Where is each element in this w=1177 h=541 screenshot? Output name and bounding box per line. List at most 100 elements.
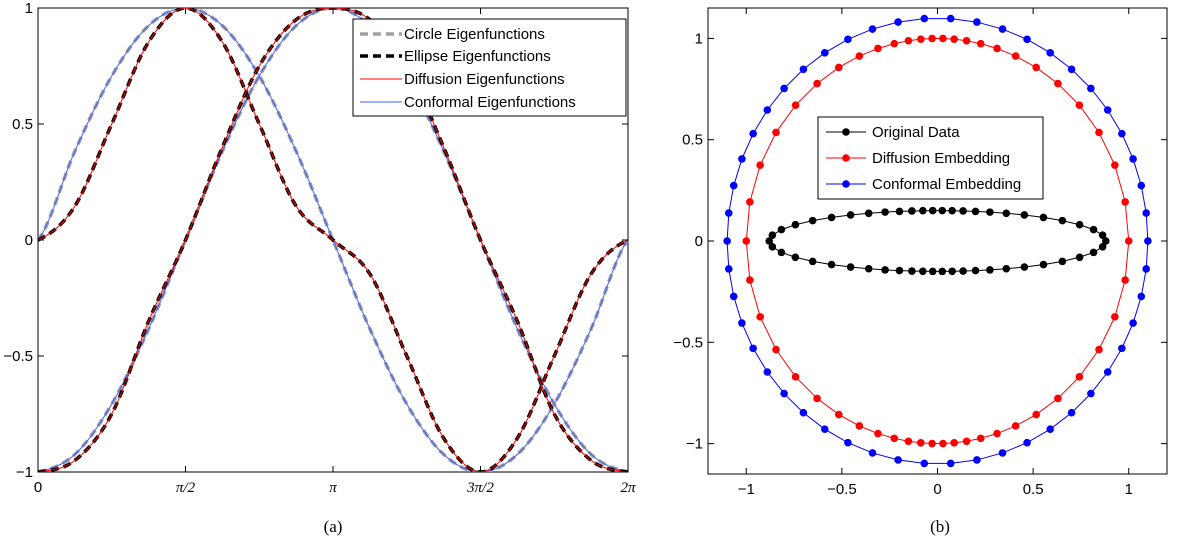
diffusion-embedding-point <box>1032 64 1040 72</box>
conformal-embedding-point <box>800 409 808 417</box>
diffusion-embedding-point <box>813 395 821 403</box>
conformal-embedding-point <box>973 456 981 464</box>
original-data-point <box>778 226 786 234</box>
original-data-point <box>881 208 889 216</box>
conformal-embedding-point <box>973 18 981 26</box>
conformal-embedding-point <box>725 265 733 273</box>
conformal-embedding-point <box>749 130 757 138</box>
legend-marker-diffusion-embedding <box>842 154 850 162</box>
original-data-point <box>847 211 855 219</box>
conformal-embedding-point <box>780 390 788 398</box>
diffusion-embedding-point <box>1121 198 1129 206</box>
original-data-point <box>929 268 937 276</box>
conformal-embedding-point <box>1068 65 1076 73</box>
original-data-point <box>972 267 980 275</box>
original-data-point <box>1040 261 1048 269</box>
conformal-embedding-point <box>1104 106 1112 114</box>
a-x-tick-label: 2π <box>620 480 636 496</box>
conformal-embedding-point <box>1104 368 1112 376</box>
conformal-embedding-point <box>999 449 1007 457</box>
b-y-tick-label: 0.5 <box>682 132 703 149</box>
diffusion-embedding-point <box>792 373 800 381</box>
conformal-embedding-point <box>1118 345 1126 353</box>
diffusion-embedding-point <box>950 35 958 43</box>
original-data-point <box>908 207 916 215</box>
diffusion-embedding-point <box>792 101 800 109</box>
conformal-embedding-point <box>1023 36 1031 44</box>
conformal-embedding-point <box>1046 425 1054 433</box>
original-data-point <box>919 207 927 215</box>
a-x-tick-label: π <box>329 480 337 496</box>
legend-label-original: Original Data <box>872 124 960 141</box>
diffusion-embedding-point <box>928 440 936 448</box>
a-y-tick-label: −0.5 <box>3 348 33 365</box>
original-data-point <box>828 261 836 269</box>
diffusion-embedding-point <box>993 430 1001 438</box>
b-y-tick-label: −0.5 <box>673 334 703 351</box>
diffusion-embedding-point <box>756 313 764 321</box>
diffusion-embedding-point <box>874 45 882 53</box>
a-x-tick-label: π/2 <box>176 480 196 496</box>
conformal-embedding-point <box>920 15 928 23</box>
conformal-embedding-point <box>1118 130 1126 138</box>
diffusion-embedding-point <box>856 422 864 430</box>
conformal-embedding-point <box>1137 182 1145 190</box>
panel-b-embedding-chart: −1 −0.5 0 0.5 1−1−0.500.51 Original Data Dif… <box>673 8 1167 536</box>
original-data-point <box>959 207 967 215</box>
diffusion-embedding-point <box>905 437 913 445</box>
a-y-tick-label: 1 <box>25 0 33 17</box>
original-data-point <box>938 268 946 276</box>
original-data-point <box>972 208 980 216</box>
diffusion-embedding-point <box>917 35 925 43</box>
caption-a: (a) <box>324 517 343 536</box>
conformal-embedding-point <box>730 293 738 301</box>
conformal-embedding-point <box>844 439 852 447</box>
conformal-embedding-point <box>1144 237 1152 245</box>
original-data-point <box>948 207 956 215</box>
legend-marker-conformal-embedding <box>842 180 850 188</box>
conformal-embedding-point <box>780 85 788 93</box>
conformal-embedding-point <box>869 449 877 457</box>
conformal-embedding-point <box>844 36 852 44</box>
original-data-point <box>929 207 937 215</box>
legend-marker-original <box>842 128 850 136</box>
original-data-point <box>881 266 889 274</box>
diffusion-embedding-point <box>890 435 898 443</box>
diffusion-embedding-point <box>874 430 882 438</box>
original-data-point <box>986 266 994 274</box>
original-data-point <box>792 221 800 229</box>
original-data-point <box>769 243 777 251</box>
caption-b: (b) <box>930 517 950 536</box>
conformal-embedding-point <box>800 65 808 73</box>
diffusion-embedding-point <box>746 198 754 206</box>
diffusion-embedding-point <box>1012 422 1020 430</box>
conformal-embedding-point <box>725 209 733 217</box>
diffusion-embedding-point <box>1095 346 1103 354</box>
legend-label-conformal-embedding: Conformal Embedding <box>872 176 1021 193</box>
conformal-embedding-point <box>764 368 772 376</box>
original-data-point <box>809 217 817 225</box>
panel-b-axes-frame <box>708 8 1167 474</box>
diffusion-embedding-point <box>1054 80 1062 88</box>
original-data-point <box>896 208 904 216</box>
conformal-embedding-point <box>1068 409 1076 417</box>
b-x-tick-label: 0.5 <box>1023 481 1044 498</box>
original-data-point <box>1090 249 1098 257</box>
a-y-tick-label: 0.5 <box>12 116 33 133</box>
diffusion-embedding-point <box>977 40 985 48</box>
diffusion-embedding-point <box>742 237 750 245</box>
b-x-tick-label: −0.5 <box>827 481 857 498</box>
diffusion-embedding-point <box>977 435 985 443</box>
original-data-point <box>865 265 873 273</box>
a-y-tick-label: 0 <box>25 232 33 249</box>
original-data-point <box>959 267 967 275</box>
diffusion-embedding-point <box>756 161 764 169</box>
original-data-point <box>919 267 927 275</box>
conformal-embedding-point <box>764 106 772 114</box>
b-x-tick-label: 1 <box>1125 481 1133 498</box>
diffusion-embedding-point <box>993 45 1001 53</box>
original-data-point <box>1021 211 1029 219</box>
original-data-point <box>1040 214 1048 222</box>
original-data-point <box>938 207 946 215</box>
original-data-point <box>1099 243 1107 251</box>
